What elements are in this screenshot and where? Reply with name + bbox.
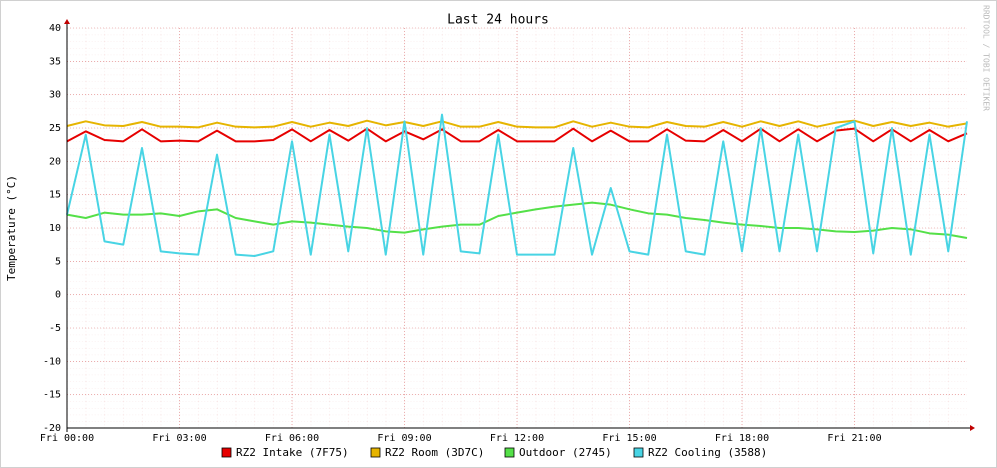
legend-swatch — [504, 447, 515, 458]
y-tick-label: 35 — [49, 56, 61, 67]
y-arrow — [64, 19, 70, 24]
x-arrow — [970, 425, 975, 431]
chart-title: Last 24 hours — [447, 13, 549, 28]
x-tick-label: Fri 15:00 — [602, 433, 656, 444]
legend-label: Outdoor (2745) — [519, 446, 612, 459]
watermark: RRDTOOL / TOBI OETIKER — [982, 5, 991, 111]
x-tick-label: Fri 06:00 — [265, 433, 319, 444]
legend-swatch — [633, 447, 644, 458]
y-tick-label: 30 — [49, 90, 61, 101]
x-tick-label: Fri 03:00 — [152, 433, 206, 444]
legend: RZ2 Intake (7F75) RZ2 Room (3D7C) Outdoor … — [221, 446, 767, 459]
x-tick-label: Fri 00:00 — [40, 433, 94, 444]
y-tick-label: -15 — [43, 390, 61, 401]
y-tick-label: 5 — [55, 256, 61, 267]
y-tick-label: 15 — [49, 190, 61, 201]
legend-swatch — [370, 447, 381, 458]
y-tick-label: 25 — [49, 123, 61, 134]
y-tick-label: -10 — [43, 356, 61, 367]
legend-label: RZ2 Room (3D7C) — [385, 446, 484, 459]
series-line — [66, 119, 968, 129]
y-tick-label: -20 — [43, 423, 61, 434]
y-tick-label: 20 — [49, 156, 61, 167]
y-tick-label: 10 — [49, 223, 61, 234]
legend-label: RZ2 Cooling (3588) — [648, 446, 767, 459]
y-tick-label: 40 — [49, 23, 61, 34]
y-tick-label: 0 — [55, 290, 61, 301]
series-line — [66, 113, 968, 257]
x-tick-label: Fri 21:00 — [827, 433, 881, 444]
y-tick-label: -5 — [49, 323, 61, 334]
y-axis-label: Temperature (°C) — [5, 175, 18, 281]
series-line — [66, 201, 968, 239]
x-tick-label: Fri 18:00 — [715, 433, 769, 444]
legend-label: RZ2 Intake (7F75) — [236, 446, 349, 459]
series-line — [66, 127, 968, 143]
plot: -20 -15 -10 -5 0 5 10 15 20 25 30 35 40 Fri 00:00 Fri … — [40, 23, 968, 444]
x-tick-label: Fri 12:00 — [490, 433, 544, 444]
x-tick-label: Fri 09:00 — [377, 433, 431, 444]
legend-swatch — [221, 447, 232, 458]
